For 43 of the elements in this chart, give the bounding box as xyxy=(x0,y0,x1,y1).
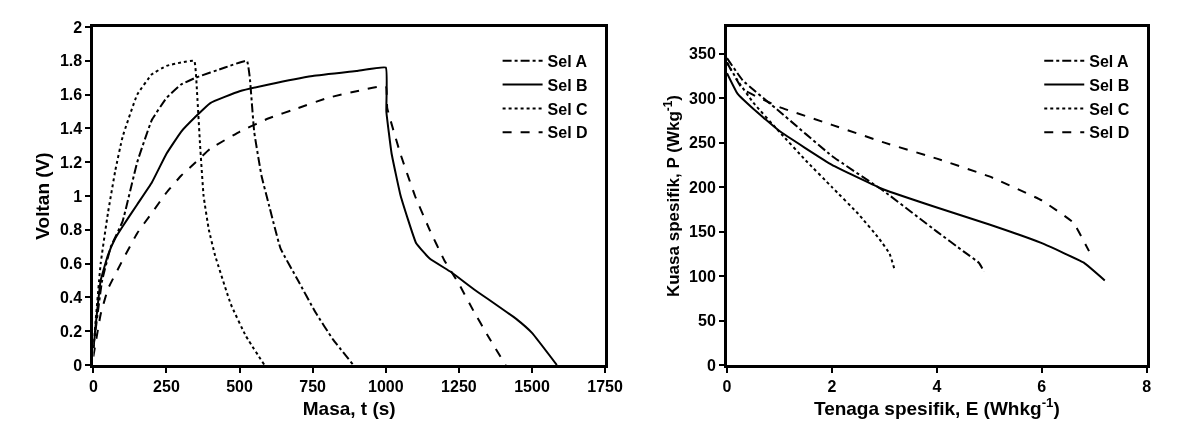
x-tick-label: 1250 xyxy=(441,378,477,396)
x-tick-label: 6 xyxy=(1037,378,1047,396)
y-tick-label: 0.8 xyxy=(59,221,83,239)
legend-label: Sel D xyxy=(547,124,588,142)
y-tick-label: 1.2 xyxy=(59,153,83,171)
y-tick-label: 350 xyxy=(689,45,716,63)
legend-label: Sel B xyxy=(547,76,588,94)
y-tick-label: 50 xyxy=(698,312,716,330)
x-tick-label: 0 xyxy=(722,378,732,396)
y-tick-label: 250 xyxy=(689,134,716,152)
y-tick-label: 0 xyxy=(73,356,83,374)
legend-label: Sel C xyxy=(1089,100,1130,118)
legend-label: Sel B xyxy=(1089,76,1130,94)
x-tick-label: 1000 xyxy=(367,378,404,396)
y-tick-label: 1.8 xyxy=(59,52,83,70)
y-tick-label: 0 xyxy=(706,356,716,374)
legend-label: Sel C xyxy=(547,100,589,118)
x-tick-label: 250 xyxy=(153,378,180,396)
y-tick-label: 300 xyxy=(689,89,716,107)
legend-label: Sel A xyxy=(547,53,588,71)
x-tick-label: 1750 xyxy=(587,378,623,396)
y-tick-label: 1.4 xyxy=(59,120,83,137)
x-tick-label: 4 xyxy=(932,378,942,396)
x-tick-label: 500 xyxy=(226,378,254,396)
y-tick-label: 0.4 xyxy=(59,289,83,306)
x-tick-label: 1500 xyxy=(514,378,550,396)
x-axis-title: Masa, t (s) xyxy=(302,398,396,419)
legend-label: Sel D xyxy=(1089,124,1130,142)
y-tick-label: 100 xyxy=(689,267,716,285)
y-tick-label: 150 xyxy=(689,223,716,241)
y-tick-label: 0.2 xyxy=(59,322,83,340)
y-tick-label: 1.6 xyxy=(59,86,83,104)
x-axis-title: Tenaga spesifik, E (Whkg$^{-1}$) xyxy=(813,395,1060,420)
x-tick-label: 0 xyxy=(88,378,98,396)
y-tick-label: 1 xyxy=(73,187,83,205)
y-tick-label: 2 xyxy=(73,18,83,36)
x-tick-label: 750 xyxy=(299,378,327,396)
x-tick-label: 8 xyxy=(1142,378,1152,396)
y-tick-label: 200 xyxy=(689,178,716,196)
x-tick-label: 2 xyxy=(827,378,837,396)
y-axis-title: Voltan (V) xyxy=(31,152,53,240)
legend-label: Sel A xyxy=(1089,53,1130,71)
y-tick-label: 0.6 xyxy=(59,255,83,273)
